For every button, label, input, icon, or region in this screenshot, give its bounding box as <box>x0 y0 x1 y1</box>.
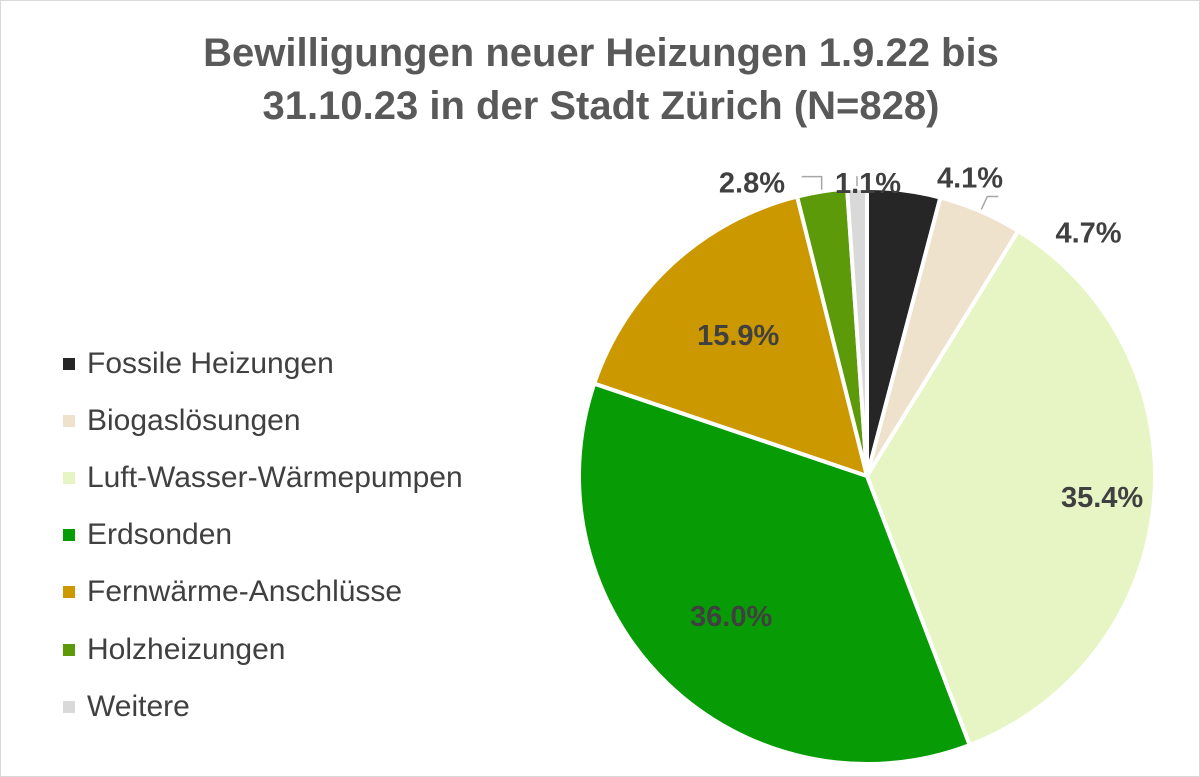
data-label-fossile-heizungen: 4.1% <box>937 162 1003 194</box>
legend-swatch <box>63 700 75 713</box>
legend-item-luft-wasser-waermepumpen: Luft-Wasser-Wärmepumpen <box>63 449 463 506</box>
legend-label: Weitere <box>87 689 190 723</box>
legend-item-weitere: Weitere <box>63 678 463 735</box>
data-label-fernwaerme-anschluesse: 15.9% <box>697 320 779 352</box>
pie-slice-weitere <box>845 186 869 478</box>
data-label-biogasloesungen: 4.7% <box>1055 217 1121 249</box>
legend-swatch <box>63 414 75 427</box>
legend-label: Fernwärme-Anschlüsse <box>87 575 403 609</box>
data-label-erdsonden: 36.0% <box>690 601 772 633</box>
legend-item-fernwaerme-anschluesse: Fernwärme-Anschlüsse <box>63 564 463 621</box>
legend-label: Holzheizungen <box>87 632 286 666</box>
legend-label: Luft-Wasser-Wärmepumpen <box>87 460 463 494</box>
leader-line-biogasloesungen <box>980 195 999 210</box>
pie-slice-fernwaerme-anschluesse <box>592 194 869 478</box>
legend-swatch <box>63 529 75 542</box>
legend: Fossile Heizungen Biogaslösungen Luft-Wa… <box>63 335 463 735</box>
legend-swatch <box>63 643 75 656</box>
data-label-luft-wasser-waermepumpen: 35.4% <box>1061 482 1143 514</box>
chart-title-line-2: 31.10.23 in der Stadt Zürich (N=828) <box>262 84 940 128</box>
data-label-weitere: 1.1% <box>835 168 901 200</box>
data-label-holzheizungen: 2.8% <box>719 168 785 200</box>
legend-label: Erdsonden <box>87 518 233 552</box>
legend-item-holzheizungen: Holzheizungen <box>63 621 463 678</box>
legend-item-erdsonden: Erdsonden <box>63 507 463 564</box>
pie-slice-luft-wasser-waermepumpen <box>865 228 1157 748</box>
legend-item-fossile-heizungen: Fossile Heizungen <box>63 335 463 392</box>
pie-slice-erdsonden <box>577 381 972 766</box>
legend-swatch <box>63 586 75 599</box>
legend-swatch <box>63 357 75 370</box>
legend-swatch <box>63 471 75 484</box>
legend-label: Biogaslösungen <box>87 403 301 437</box>
leader-line-holzheizungen <box>801 175 823 190</box>
legend-item-biogasloesungen: Biogaslösungen <box>63 392 463 449</box>
legend-label: Fossile Heizungen <box>87 346 334 380</box>
chart-title-line-1: Bewilligungen neuer Heizungen 1.9.22 bis <box>203 31 999 75</box>
